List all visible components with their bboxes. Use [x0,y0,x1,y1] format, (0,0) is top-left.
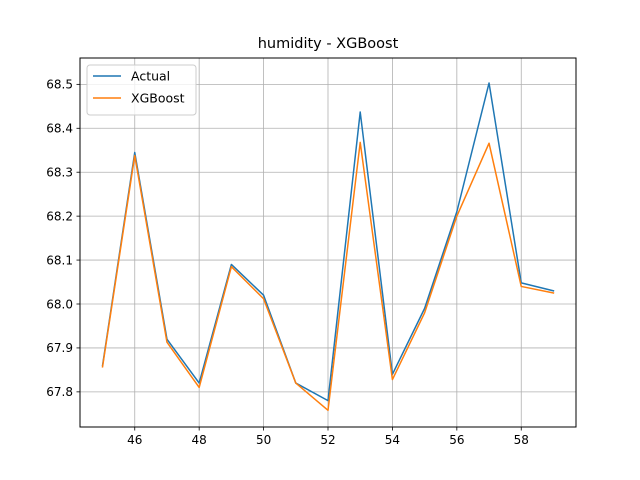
y-tick-label: 68.0 [46,297,73,311]
x-tick-label: 58 [514,433,529,447]
chart-title: humidity - XGBoost [258,36,399,52]
legend-label-xgboost: XGBoost [131,91,185,106]
legend: Actual XGBoost [86,64,197,116]
x-tick-label: 56 [449,433,464,447]
series-line-actual [101,82,555,402]
legend-label-actual: Actual [131,69,170,84]
y-tick-label: 68.5 [46,78,73,92]
legend-box [86,64,197,116]
x-tick-label: 52 [320,433,335,447]
x-tick-label: 54 [385,433,400,447]
x-tick-label: 50 [256,433,271,447]
series-lines [101,82,555,412]
axis-ticks: 46 48 50 52 54 56 58 67.8 67.9 68.0 68.1 68.2 68.3 68… [46,78,529,447]
y-tick-label: 67.8 [46,385,73,399]
y-tick-label: 68.1 [46,253,73,267]
y-tick-label: 68.3 [46,166,73,180]
y-tick-label: 67.9 [46,341,73,355]
x-tick-label: 48 [192,433,207,447]
y-tick-label: 68.2 [46,209,73,223]
series-line-xgboost [101,141,555,412]
grid-lines [80,58,576,427]
x-tick-label: 46 [127,433,142,447]
y-tick-label: 68.4 [46,122,73,136]
